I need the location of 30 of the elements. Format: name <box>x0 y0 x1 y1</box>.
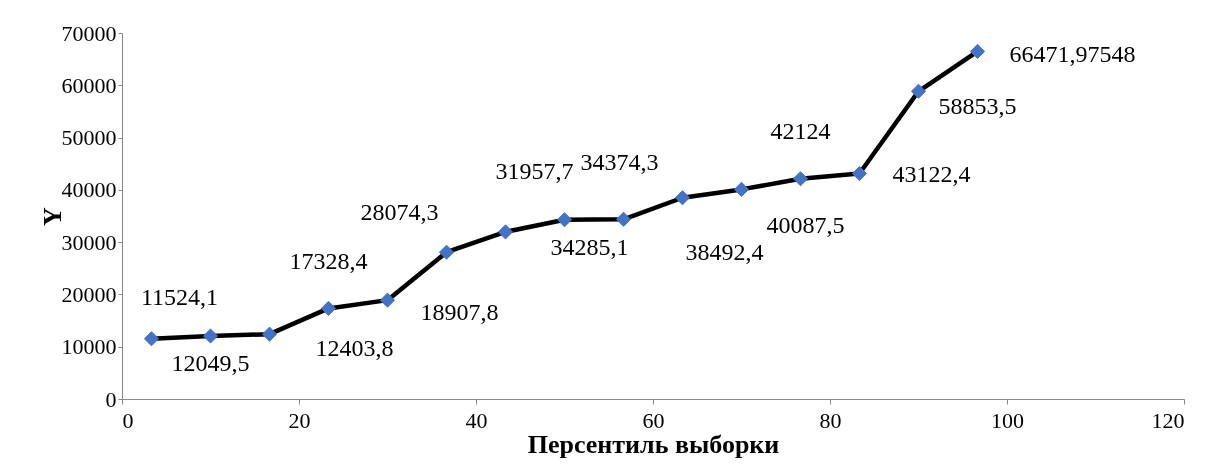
x-tick-label: 80 <box>819 407 842 433</box>
data-label: 18907,8 <box>420 299 499 326</box>
y-axis-title: Y <box>37 206 67 226</box>
data-label: 28074,3 <box>360 199 439 226</box>
data-label: 11524,1 <box>140 283 219 310</box>
data-label: 66471,97548 <box>1009 41 1136 68</box>
x-tick-label: 40 <box>465 407 488 433</box>
y-tick-label: 40000 <box>61 177 117 203</box>
data-label: 58853,5 <box>938 93 1017 120</box>
y-tick-label: 30000 <box>61 229 117 255</box>
data-label: 42124 <box>770 117 831 144</box>
y-tick-label: 70000 <box>61 20 117 46</box>
y-tick-label: 60000 <box>61 72 117 98</box>
x-tick-label: 120 <box>1151 407 1185 433</box>
x-tick-label: 100 <box>991 407 1024 433</box>
data-label: 12403,8 <box>315 335 394 362</box>
y-tick-label: 50000 <box>61 125 117 151</box>
y-tick-label: 0 <box>105 386 117 412</box>
data-label: 43122,4 <box>892 160 971 187</box>
y-tick-label: 20000 <box>61 281 117 307</box>
data-label: 38492,4 <box>685 238 764 265</box>
data-label: 34285,1 <box>550 233 629 260</box>
data-label: 12049,5 <box>171 350 250 376</box>
data-label: 31957,7 <box>495 157 574 184</box>
y-tick-label: 10000 <box>61 334 117 360</box>
data-label: 34374,3 <box>580 149 659 176</box>
data-label: 40087,5 <box>766 212 845 239</box>
x-tick-label: 0 <box>122 407 134 433</box>
data-label: 17328,4 <box>289 248 368 275</box>
x-tick-label: 20 <box>288 407 311 433</box>
